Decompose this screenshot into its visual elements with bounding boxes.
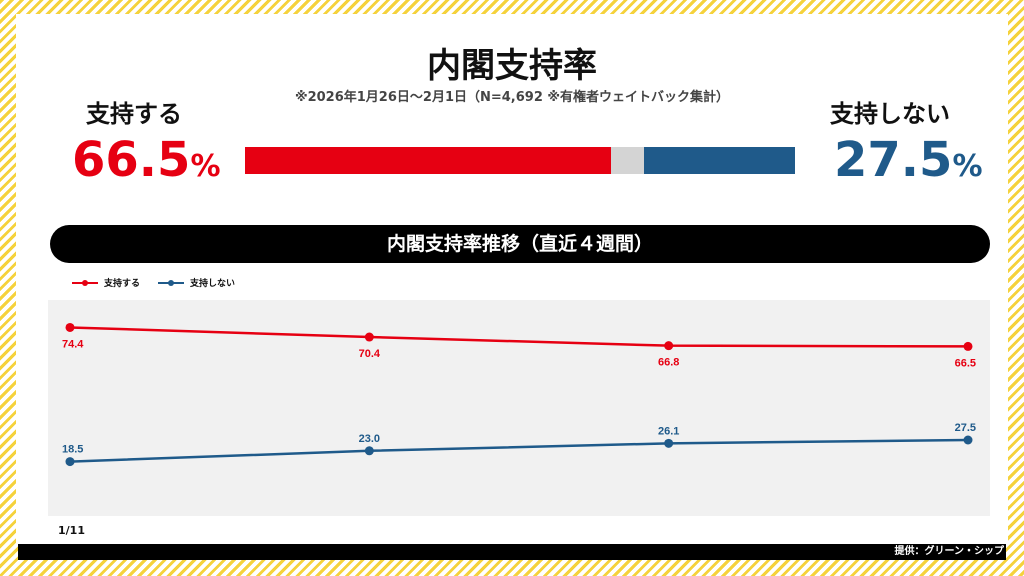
credit-text: 提供：グリーン・シップ: [894, 546, 1005, 557]
data-label: 23.0: [359, 433, 380, 445]
page-title: 内閣支持率: [427, 46, 597, 86]
nonsupport-label: 支持しない: [830, 100, 950, 128]
nonsupport-unit: %: [952, 149, 983, 184]
data-point: [664, 438, 674, 448]
data-label: 66.8: [658, 357, 679, 369]
legend-item-nonsupport: 支持しない: [158, 276, 235, 289]
bar-segment-support: [245, 147, 611, 174]
survey-note: ※2026年1月26日～2月1日（N=4,692 ※有権者ウェイトバック集計）: [294, 90, 730, 105]
trend-chart: 74.4 70.4 66.8 66.5 18.5 23.0 26.1 27.5: [48, 300, 990, 516]
nonsupport-percentage: 27.5%: [834, 132, 983, 188]
bar-segment-nonsupport: [643, 147, 795, 174]
footer-bar: [18, 544, 1006, 560]
trend-banner: 内閣支持率推移（直近４週間）: [50, 225, 990, 263]
data-point: [364, 332, 374, 342]
legend-swatch-nonsupport: [158, 279, 185, 286]
data-point: [65, 457, 75, 467]
legend-label-support: 支持する: [104, 279, 141, 289]
data-label: 26.1: [658, 425, 679, 437]
chart-legend: 支持する 支持しない: [72, 276, 235, 289]
legend-swatch-support: [72, 279, 98, 286]
support-label: 支持する: [86, 100, 182, 128]
stacked-bar: [245, 147, 795, 174]
data-label: 27.5: [955, 422, 976, 434]
trend-chart-svg: 74.4 70.4 66.8 66.5 18.5 23.0 26.1 27.5: [62, 322, 976, 467]
support-value: 66.5: [72, 132, 191, 188]
data-point: [65, 322, 75, 332]
nonsupport-value: 27.5: [834, 132, 953, 188]
bar-segment-other: [610, 147, 644, 174]
data-point: [963, 341, 973, 351]
support-percentage: 66.5%: [72, 132, 221, 188]
legend-item-support: 支持する: [72, 276, 140, 289]
series-line-0: [69, 326, 969, 348]
support-unit: %: [190, 149, 221, 184]
first-date-label: 1/11: [58, 524, 85, 537]
data-label: 66.5: [955, 357, 976, 369]
data-label: 74.4: [62, 338, 84, 350]
series-line-1: [69, 438, 969, 463]
data-point: [364, 446, 374, 456]
data-point: [664, 341, 674, 351]
legend-label-nonsupport: 支持しない: [190, 279, 236, 289]
data-label: 18.5: [62, 444, 83, 456]
data-point: [963, 435, 973, 445]
data-label: 70.4: [359, 348, 381, 360]
